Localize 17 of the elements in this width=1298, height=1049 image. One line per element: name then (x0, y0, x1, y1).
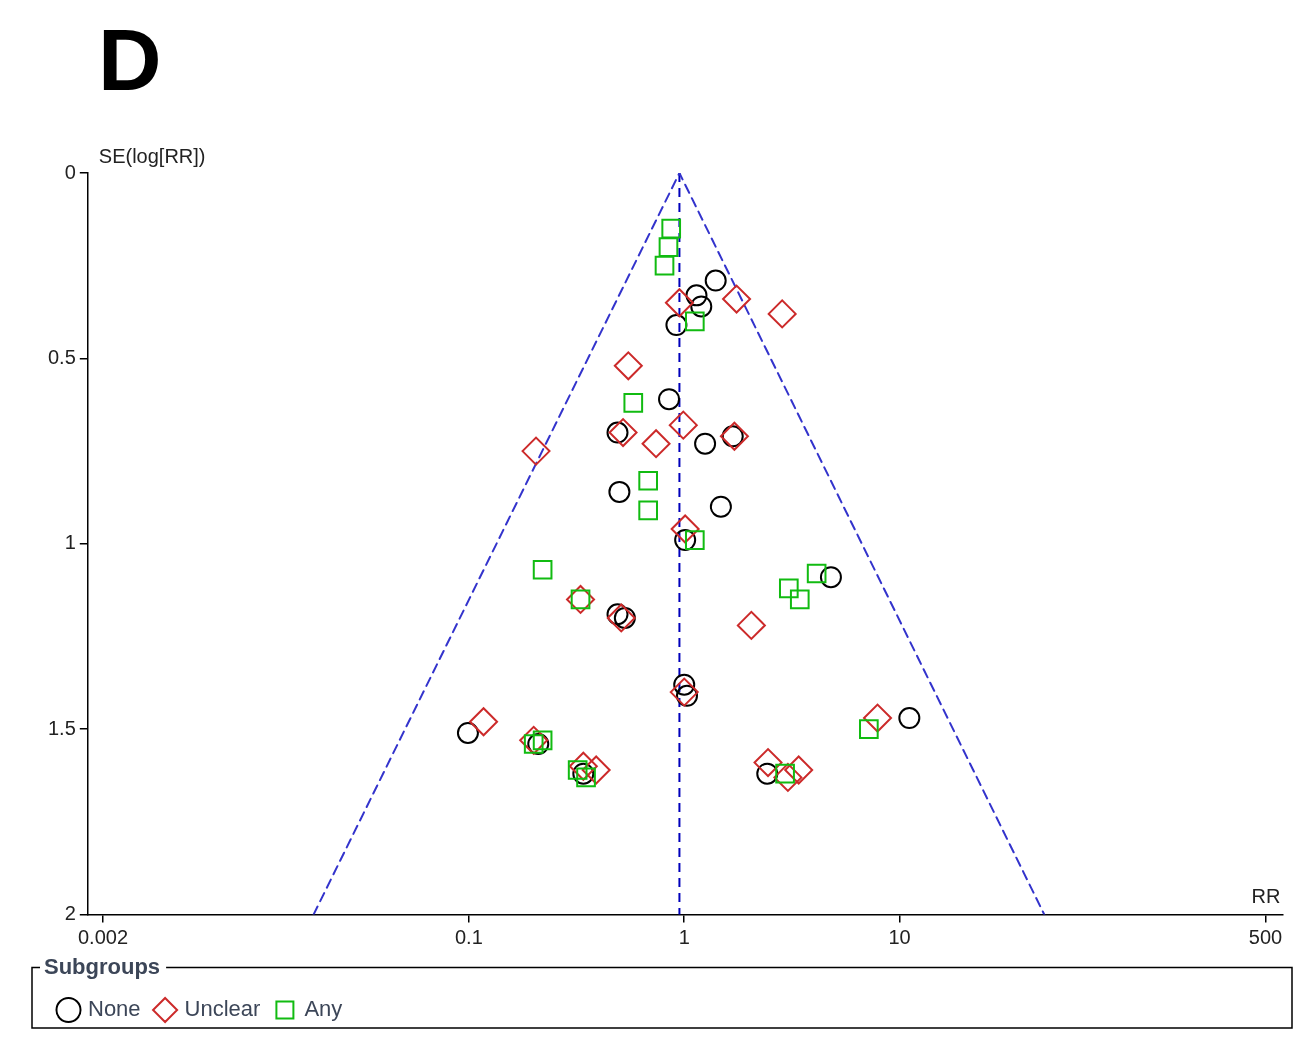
y-tick-label: 1.5 (47, 716, 76, 739)
chart-title: D (98, 10, 162, 109)
y-tick-label: 1 (64, 531, 76, 554)
y-tick-label: 2 (64, 902, 76, 925)
x-tick-label: 1 (678, 926, 690, 949)
y-tick-label: 0.5 (47, 345, 76, 368)
x-tick-label: 10 (888, 926, 911, 949)
x-axis-title: RR (1251, 884, 1281, 907)
legend-label: Unclear (184, 996, 261, 1022)
legend-label: None (88, 996, 141, 1022)
x-tick-label: 0.1 (454, 926, 483, 949)
legend-title: Subgroups (44, 953, 161, 979)
y-axis-title: SE(log[RR]) (98, 145, 206, 167)
y-tick-label: 0 (64, 160, 76, 183)
x-tick-label: 500 (1248, 926, 1283, 949)
legend-label: Any (304, 996, 343, 1022)
x-tick-label: 0.002 (77, 926, 129, 949)
